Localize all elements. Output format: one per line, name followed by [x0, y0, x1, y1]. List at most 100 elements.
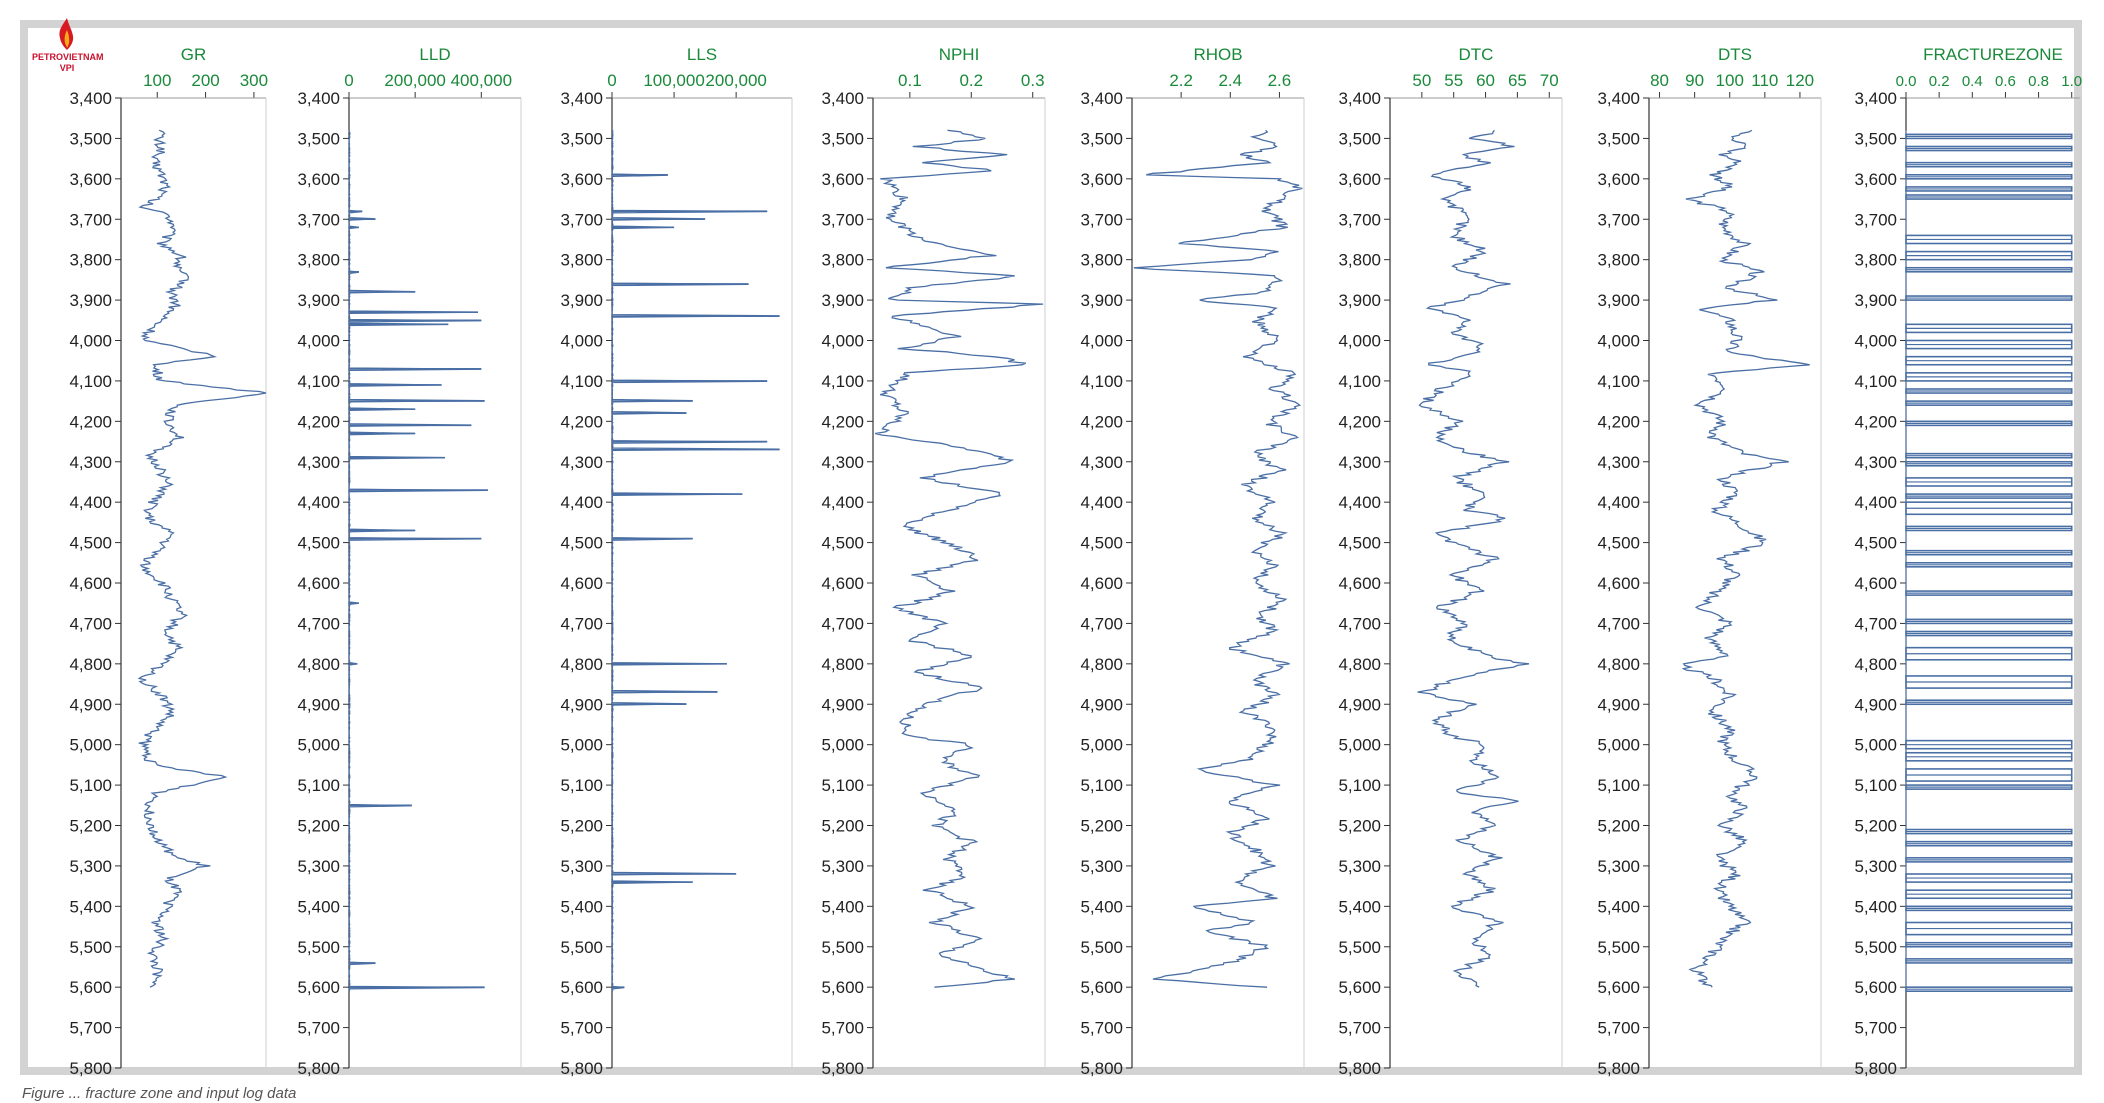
depth-tick-label: 5,300 [1854, 857, 1897, 876]
depth-tick-label: 3,800 [560, 251, 603, 270]
depth-tick-label: 4,800 [821, 655, 864, 674]
x-tick-label: 0 [607, 71, 616, 90]
curve-dts [1681, 129, 1810, 988]
depth-tick-label: 5,500 [297, 938, 340, 957]
depth-tick-label: 5,500 [69, 938, 112, 957]
depth-tick-label: 3,400 [69, 89, 112, 108]
depth-tick-label: 5,500 [1080, 938, 1123, 957]
depth-tick-label: 5,000 [560, 736, 603, 755]
depth-tick-label: 3,400 [821, 89, 864, 108]
depth-tick-label: 4,500 [1597, 534, 1640, 553]
depth-tick-label: 4,700 [297, 614, 340, 633]
depth-tick-label: 5,000 [1854, 736, 1897, 755]
track-nphi: NPHI 0.1 0.2 0.3 3,400 3,500 3,600 3,700 3,800 3,… [821, 45, 1046, 1078]
x-tick-label: 0.2 [1929, 73, 1950, 90]
depth-tick-label: 3,400 [1854, 89, 1897, 108]
depth-tick-label: 3,800 [297, 251, 340, 270]
depth-tick-label: 5,100 [1080, 776, 1123, 795]
depth-tick-label: 5,000 [1597, 736, 1640, 755]
track-title: DTS [1718, 45, 1752, 64]
depth-tick-label: 4,400 [1080, 493, 1123, 512]
depth-tick-label: 4,400 [1854, 493, 1897, 512]
logo-sub: VPI [59, 63, 75, 73]
depth-tick-label: 5,500 [560, 938, 603, 957]
x-tick-label: 55 [1444, 71, 1463, 90]
depth-tick-label: 3,400 [297, 89, 340, 108]
x-tick-label: 0.6 [1995, 73, 2016, 90]
depth-tick-label: 3,500 [297, 129, 340, 148]
depth-tick-label: 5,600 [297, 978, 340, 997]
x-tick-label: 400,000 [451, 71, 512, 90]
depth-tick-label: 4,400 [69, 493, 112, 512]
depth-tick-label: 5,200 [1597, 817, 1640, 836]
depth-tick-label: 5,600 [1854, 978, 1897, 997]
depth-tick-label: 5,000 [1080, 736, 1123, 755]
depth-tick-label: 3,600 [1338, 170, 1381, 189]
depth-tick-label: 5,200 [297, 817, 340, 836]
depth-tick-label: 5,400 [69, 897, 112, 916]
depth-tick-label: 5,300 [297, 857, 340, 876]
depth-tick-label: 4,900 [297, 695, 340, 714]
depth-tick-label: 4,100 [1338, 372, 1381, 391]
x-tick-label: 200 [191, 71, 219, 90]
track-gr: GR 100 200 300 3,400 3,500 3,600 3,700 3,800 3,90… [69, 45, 268, 1078]
depth-tick-label: 4,800 [1080, 655, 1123, 674]
curve-nphi [874, 129, 1044, 988]
x-tick-label: 60 [1476, 71, 1495, 90]
depth-tick-label: 5,800 [1338, 1059, 1381, 1078]
depth-tick-label: 4,500 [1338, 534, 1381, 553]
depth-tick-label: 3,500 [69, 129, 112, 148]
track-dtc: DTC 50 55 60 65 70 3,400 3,500 3,600 3,700 3,800 3,… [1338, 45, 1563, 1078]
depth-tick-label: 5,700 [1854, 1019, 1897, 1038]
track-lld: LLD 0 200,000 400,000 3,400 3,500 3,600 3,700 3,… [297, 45, 522, 1078]
depth-tick-label: 5,600 [1080, 978, 1123, 997]
depth-tick-label: 3,900 [1597, 291, 1640, 310]
curve-lld [347, 130, 488, 992]
depth-tick-label: 4,300 [1854, 453, 1897, 472]
depth-tick-label: 5,700 [821, 1019, 864, 1038]
depth-tick-label: 4,500 [297, 534, 340, 553]
depth-tick-label: 4,500 [69, 534, 112, 553]
depth-tick-label: 4,200 [297, 412, 340, 431]
x-tick-label: 0.2 [959, 71, 983, 90]
depth-tick-label: 3,700 [1597, 210, 1640, 229]
depth-tick-label: 4,000 [1338, 332, 1381, 351]
depth-tick-label: 5,700 [1338, 1019, 1381, 1038]
depth-tick-label: 5,800 [1854, 1059, 1897, 1078]
depth-tick-label: 4,600 [297, 574, 340, 593]
depth-tick-label: 4,600 [560, 574, 603, 593]
depth-tick-label: 4,700 [1854, 614, 1897, 633]
x-tick-label: 300 [240, 71, 268, 90]
depth-tick-label: 5,800 [69, 1059, 112, 1078]
depth-tick-label: 4,100 [1854, 372, 1897, 391]
depth-tick-label: 3,900 [1854, 291, 1897, 310]
x-tick-label: 0.8 [2028, 73, 2049, 90]
depth-tick-label: 5,400 [297, 897, 340, 916]
depth-tick-label: 5,400 [1338, 897, 1381, 916]
depth-tick-label: 4,300 [1338, 453, 1381, 472]
figure-frame [20, 20, 2082, 1075]
depth-tick-label: 5,100 [1597, 776, 1640, 795]
depth-tick-label: 4,800 [69, 655, 112, 674]
depth-tick-label: 4,300 [1597, 453, 1640, 472]
depth-tick-label: 4,600 [1080, 574, 1123, 593]
depth-tick-label: 3,900 [1338, 291, 1381, 310]
depth-tick-label: 3,900 [69, 291, 112, 310]
x-tick-label: 110 [1751, 71, 1778, 90]
x-tick-label: 100,000 [643, 71, 704, 90]
depth-tick-label: 4,200 [1338, 412, 1381, 431]
depth-tick-label: 4,000 [1597, 332, 1640, 351]
x-tick-label: 0.1 [898, 71, 922, 90]
depth-tick-label: 3,900 [1080, 291, 1123, 310]
depth-tick-label: 4,000 [821, 332, 864, 351]
track-title: LLD [419, 45, 450, 64]
depth-tick-label: 5,300 [1338, 857, 1381, 876]
curve-gr [137, 129, 267, 988]
depth-tick-label: 5,000 [1338, 736, 1381, 755]
depth-tick-label: 4,900 [560, 695, 603, 714]
depth-tick-label: 5,200 [1080, 817, 1123, 836]
depth-tick-label: 5,800 [560, 1059, 603, 1078]
curve-rhob [1133, 129, 1303, 988]
depth-tick-label: 3,500 [1338, 129, 1381, 148]
